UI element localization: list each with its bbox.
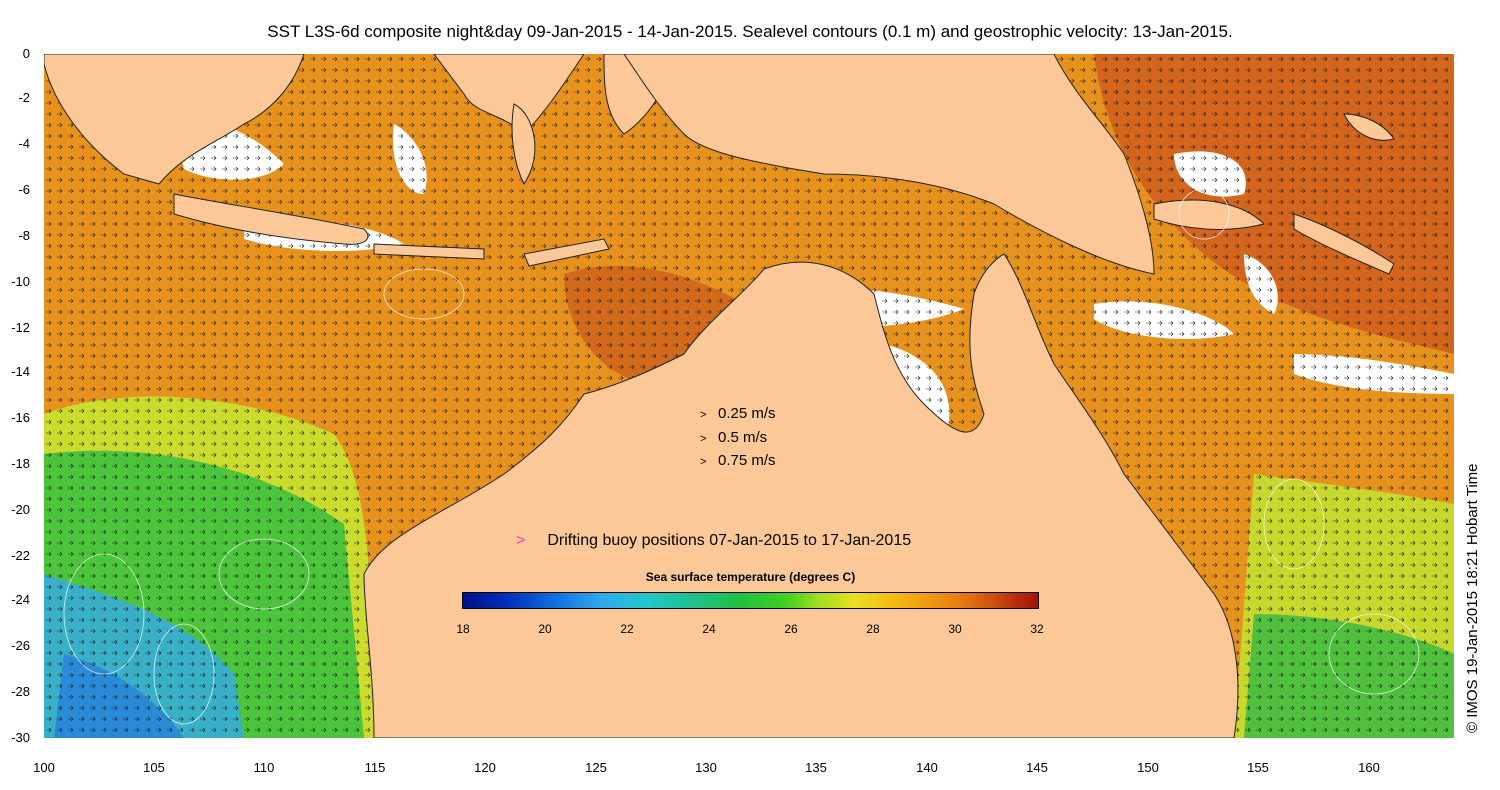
x-tick-label: 150 [1137,760,1159,775]
velocity-legend-label: 0.25 m/s [718,405,776,422]
land-sulawesi-south [511,103,536,185]
land-java [173,193,369,245]
buoy-marker-icon: > [516,532,526,549]
colorbar-tick-label: 20 [538,622,552,636]
y-tick-label: -12 [11,320,30,335]
arrow-icon: > [700,456,707,468]
land-australia [363,253,1239,738]
x-tick-label: 125 [585,760,607,775]
land-solomons [1293,213,1395,275]
y-tick-label: -6 [18,182,30,197]
x-tick-label: 140 [916,760,938,775]
colorbar-tick-label: 22 [620,622,634,636]
credit-text: © IMOS 19-Jan-2015 18:21 Hobart Time [1464,463,1481,733]
colorbar-tick-label: 18 [456,622,470,636]
x-tick-label: 135 [805,760,827,775]
land-new-guinea [623,54,1155,275]
x-tick-label: 160 [1358,760,1380,775]
velocity-legend-item: >0.75 m/s [700,452,776,469]
x-tick-label: 100 [33,760,55,775]
x-tick-label: 145 [1026,760,1048,775]
y-tick-label: -18 [11,456,30,471]
land-lesser-sunda [373,243,485,260]
buoy-legend: > Drifting buoy positions 07-Jan-2015 to … [516,532,911,550]
x-tick-label: 110 [253,760,275,775]
velocity-legend-item: >0.25 m/s [700,405,776,422]
y-tick-label: -26 [11,638,30,653]
x-tick-label: 155 [1247,760,1269,775]
velocity-legend-label: 0.75 m/s [718,452,776,469]
buoy-legend-label: Drifting buoy positions 07-Jan-2015 to 1… [547,532,912,549]
y-tick-label: -28 [11,684,30,699]
land-masses [44,54,1395,738]
y-tick-label: -22 [11,548,30,563]
y-tick-label: -8 [18,228,30,243]
y-tick-label: -16 [11,410,30,425]
colorbar-tick-label: 28 [866,622,880,636]
x-tick-label: 105 [143,760,165,775]
colorbar [462,592,1039,609]
x-tick-label: 115 [364,760,386,775]
y-tick-label: -14 [11,364,30,379]
colorbar-title: Sea surface temperature (degrees C) [645,570,856,584]
colorbar-tick-label: 32 [1030,622,1044,636]
arrow-icon: > [700,433,707,445]
velocity-legend-item: >0.5 m/s [700,429,767,446]
y-tick-label: -24 [11,592,30,607]
land-new-britain [1153,199,1265,230]
velocity-legend-label: 0.5 m/s [718,429,768,446]
y-tick-label: -10 [11,274,30,289]
y-tick-label: -2 [18,90,30,105]
y-tick-label: -20 [11,502,30,517]
y-tick-label: -30 [11,730,30,745]
y-tick-label: 0 [22,46,30,61]
land-ne-islands [1343,113,1395,141]
sst-map [44,54,1454,738]
land-timor [523,238,610,267]
x-tick-label: 120 [474,760,496,775]
colorbar-tick-label: 26 [784,622,798,636]
y-tick-label: -4 [18,136,30,151]
colorbar-tick-label: 24 [702,622,716,636]
arrow-icon: > [700,409,707,421]
colorbar-tick-label: 30 [948,622,962,636]
sealevel-contours [63,188,1420,725]
land-borneo [44,54,305,185]
map-title: SST L3S-6d composite night&day 09-Jan-20… [267,22,1233,41]
x-tick-label: 130 [695,760,717,775]
